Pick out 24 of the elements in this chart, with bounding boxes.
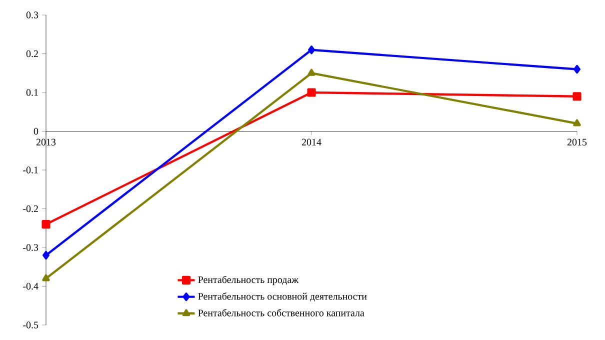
point — [572, 92, 582, 101]
y-tick-label: 0.3 — [26, 12, 38, 18]
y-tick-label: 0.1 — [26, 89, 38, 96]
y-tick-label: -0.2 — [23, 205, 38, 212]
y-tick-label: 0 — [34, 128, 38, 135]
point — [573, 119, 581, 126]
y-tick-label: -0.1 — [23, 166, 38, 174]
y-tick-label: 0.2 — [26, 50, 38, 58]
point — [42, 250, 50, 260]
legend-label: Рентабельность основной деятельности — [198, 292, 367, 302]
point — [307, 88, 316, 97]
x-tick-label: 2014 — [302, 138, 322, 146]
y-tick-label: -0.3 — [23, 244, 38, 251]
point — [308, 68, 316, 76]
point — [308, 46, 315, 54]
point — [42, 220, 50, 229]
y-tick-label: -0.4 — [23, 282, 38, 290]
x-tick-label: 2015 — [567, 138, 587, 146]
point — [574, 64, 580, 74]
legend-label: Рентабельность собственного капитала — [198, 309, 364, 316]
y-tick-label: -0.5 — [23, 322, 38, 328]
legend-label: Рентабельность продаж — [198, 276, 299, 286]
point — [42, 274, 50, 282]
x-tick-label: 2013 — [36, 138, 56, 146]
